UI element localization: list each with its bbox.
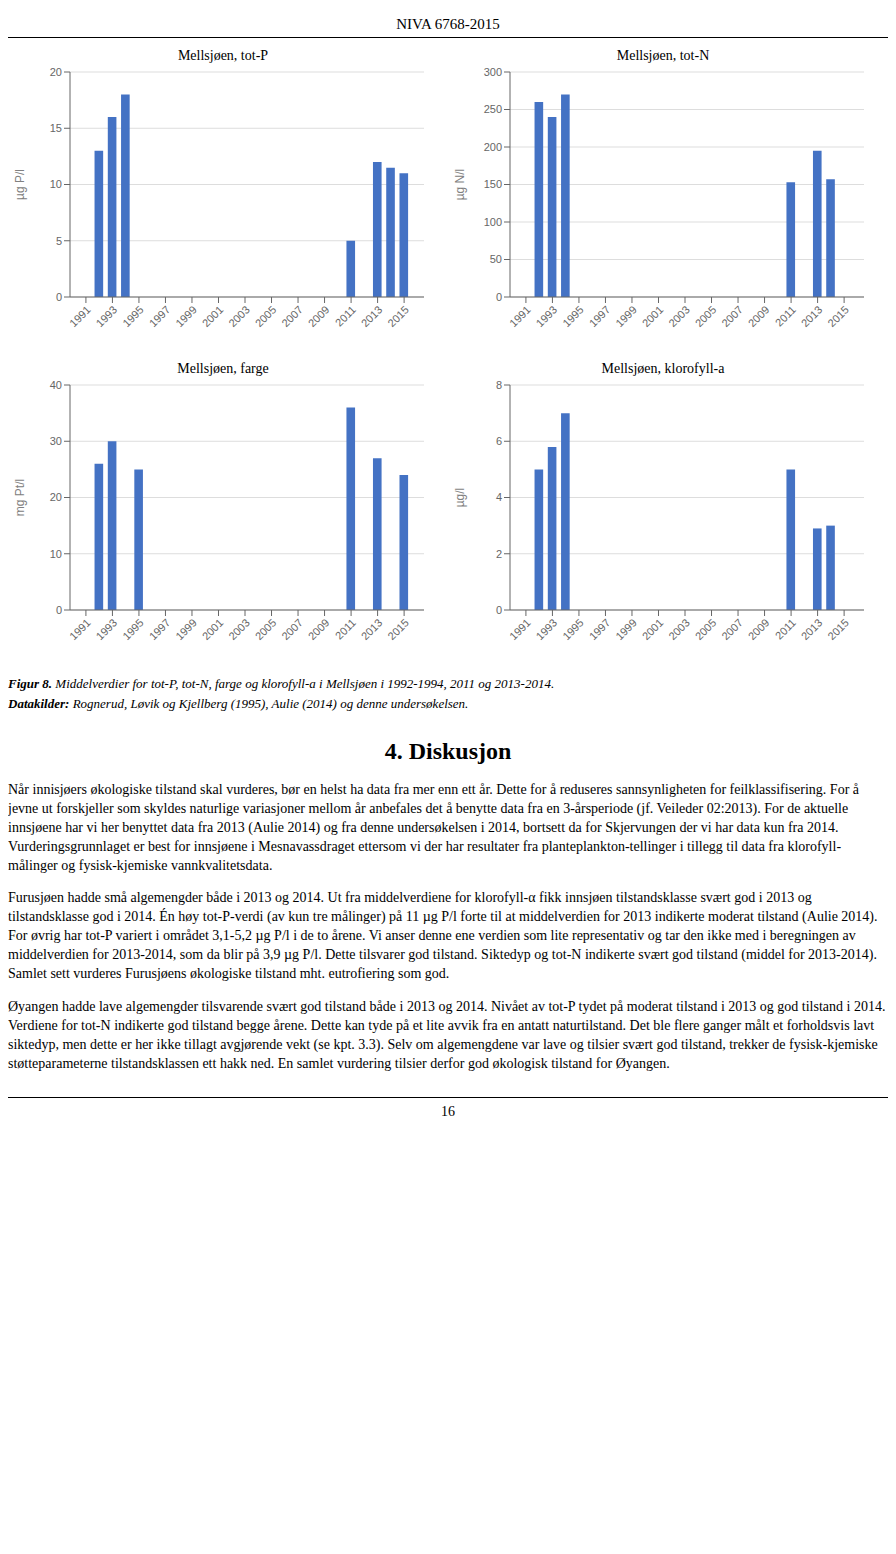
svg-text:4: 4 (496, 491, 502, 503)
svg-text:2001: 2001 (200, 616, 226, 642)
svg-text:2013: 2013 (359, 303, 385, 329)
svg-text:2015: 2015 (385, 303, 411, 329)
svg-text:2003: 2003 (226, 616, 252, 642)
svg-text:2: 2 (496, 548, 502, 560)
svg-text:1999: 1999 (613, 303, 639, 329)
svg-text:2001: 2001 (200, 303, 226, 329)
svg-text:2011: 2011 (773, 616, 798, 641)
svg-text:2005: 2005 (693, 303, 719, 329)
svg-text:1997: 1997 (587, 303, 613, 329)
svg-text:1993: 1993 (534, 303, 560, 329)
svg-text:1999: 1999 (173, 303, 199, 329)
svg-text:1993: 1993 (94, 303, 120, 329)
html-text:Figur 8. Middelverdier for tot: Figur 8. Middelverdier for tot-P, tot-N,… (8, 676, 555, 691)
svg-text:1993: 1993 (534, 616, 560, 642)
svg-text:2005: 2005 (253, 616, 279, 642)
html-text:4. Diskusjon: 4. Diskusjon (384, 738, 512, 764)
svg-text:2015: 2015 (825, 616, 851, 642)
svg-text:30: 30 (50, 435, 62, 447)
svg-text:100: 100 (484, 216, 502, 228)
html-text:NIVA 6768-2015: NIVA 6768-2015 (396, 16, 500, 32)
svg-text:200: 200 (484, 141, 502, 153)
html-text:Mellsjøen, klorofyll-a: Mellsjøen, klorofyll-a (601, 361, 725, 376)
svg-text:1997: 1997 (587, 616, 613, 642)
html-text:Når innisjøers økologiske tils: Når innisjøers økologiske tilstand skal … (8, 782, 859, 873)
svg-text:2007: 2007 (279, 616, 305, 642)
svg-text:20: 20 (50, 491, 62, 503)
html-text:16: 16 (441, 1104, 455, 1120)
svg-text:2009: 2009 (746, 616, 772, 642)
svg-text:1999: 1999 (173, 616, 199, 642)
svg-text:2001: 2001 (640, 616, 666, 642)
svg-text:2007: 2007 (279, 303, 305, 329)
svg-text:1997: 1997 (147, 303, 173, 329)
html-text:Mellsjøen, tot-P: Mellsjøen, tot-P (177, 48, 269, 63)
svg-text:15: 15 (50, 122, 62, 134)
html-text:Datakilder: Rognerud, Løvik og: Datakilder: Rognerud, Løvik og Kjellberg… (8, 696, 469, 711)
svg-text:1991: 1991 (507, 616, 533, 642)
svg-text:1991: 1991 (507, 303, 533, 329)
svg-text:mg Pt/l: mg Pt/l (13, 479, 27, 516)
svg-text:1995: 1995 (560, 303, 586, 329)
html-text:Øyangen hadde lave algemengder: Øyangen hadde lave algemengder tilsvaren… (8, 998, 886, 1071)
svg-text:2009: 2009 (306, 616, 332, 642)
svg-text:2003: 2003 (226, 303, 252, 329)
svg-text:2015: 2015 (385, 616, 411, 642)
svg-text:5: 5 (56, 235, 62, 247)
svg-text:2013: 2013 (799, 303, 825, 329)
svg-text:250: 250 (484, 103, 502, 115)
svg-text:20: 20 (50, 66, 62, 78)
svg-text:2009: 2009 (746, 303, 772, 329)
svg-text:2011: 2011 (773, 303, 798, 328)
svg-text:0: 0 (496, 604, 502, 616)
svg-text:0: 0 (496, 291, 502, 303)
svg-text:2013: 2013 (359, 616, 385, 642)
svg-text:0: 0 (56, 604, 62, 616)
svg-text:2011: 2011 (333, 616, 358, 641)
svg-text:2001: 2001 (640, 303, 666, 329)
svg-text:1993: 1993 (94, 616, 120, 642)
svg-text:2007: 2007 (719, 616, 745, 642)
svg-text:µg P/l: µg P/l (13, 169, 27, 200)
svg-text:1997: 1997 (147, 616, 173, 642)
svg-text:1991: 1991 (67, 303, 93, 329)
svg-text:6: 6 (496, 435, 502, 447)
svg-text:2005: 2005 (693, 616, 719, 642)
svg-text:1995: 1995 (560, 616, 586, 642)
svg-text:2005: 2005 (253, 303, 279, 329)
svg-text:µg/l: µg/l (453, 488, 467, 508)
svg-text:2013: 2013 (799, 616, 825, 642)
svg-text:µg N/l: µg N/l (453, 169, 467, 201)
svg-text:8: 8 (496, 379, 502, 391)
svg-text:1999: 1999 (613, 616, 639, 642)
svg-text:2009: 2009 (306, 303, 332, 329)
svg-text:10: 10 (50, 548, 62, 560)
svg-text:2011: 2011 (333, 303, 358, 328)
svg-text:2003: 2003 (666, 303, 692, 329)
html-text:Furusjøen hadde små algemengde: Furusjøen hadde små algemengder både i 2… (8, 890, 878, 981)
svg-text:2003: 2003 (666, 616, 692, 642)
svg-text:1995: 1995 (120, 616, 146, 642)
svg-text:1991: 1991 (67, 616, 93, 642)
html-text:Mellsjøen, farge: Mellsjøen, farge (177, 361, 269, 376)
svg-text:10: 10 (50, 178, 62, 190)
html-text:Mellsjøen, tot-N: Mellsjøen, tot-N (616, 48, 710, 63)
svg-text:2007: 2007 (719, 303, 745, 329)
svg-text:50: 50 (490, 253, 502, 265)
svg-text:300: 300 (484, 66, 502, 78)
svg-text:40: 40 (50, 379, 62, 391)
svg-text:150: 150 (484, 178, 502, 190)
svg-text:0: 0 (56, 291, 62, 303)
svg-text:2015: 2015 (825, 303, 851, 329)
svg-text:1995: 1995 (120, 303, 146, 329)
